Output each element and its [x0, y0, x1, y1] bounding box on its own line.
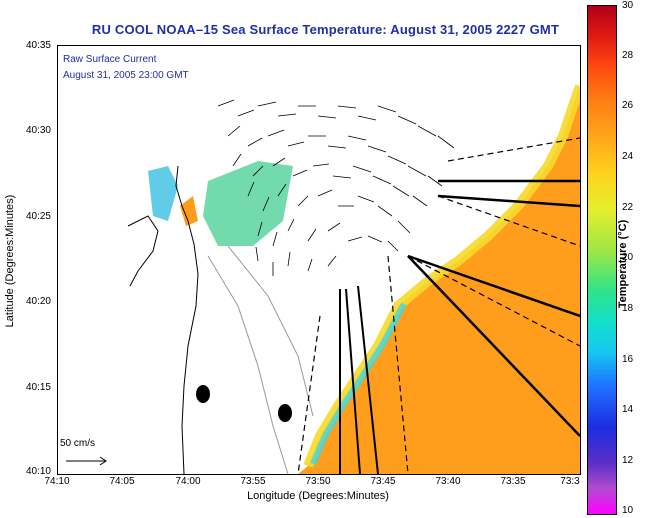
colorbar-tick: 26	[622, 100, 634, 111]
x-tick: 74:05	[109, 476, 135, 487]
colorbar-tick: 14	[622, 404, 634, 415]
station-marker	[278, 404, 292, 422]
bathymetry	[207, 245, 314, 474]
x-axis-label: Longitude (Degrees:Minutes)	[247, 490, 389, 502]
y-tick: 40:10	[25, 466, 51, 477]
current-time: August 31, 2005 23:00 GMT	[63, 70, 189, 81]
sst-coastal-patch-3	[180, 196, 198, 226]
x-tick: 74:00	[175, 476, 201, 487]
scale-label: 50 cm/s	[60, 438, 96, 449]
coastline-inlet	[127, 215, 159, 287]
colorbar-tick: 16	[622, 354, 634, 365]
y-tick: 40:35	[25, 40, 51, 51]
coastline	[175, 165, 199, 474]
x-tick: 73:55	[240, 476, 266, 487]
colorbar-tick: 10	[622, 505, 634, 516]
colorbar-tick: 24	[622, 151, 634, 162]
x-tick: 74:10	[44, 476, 70, 487]
current-label: Raw Surface Current	[63, 54, 157, 65]
x-tick: 73:40	[435, 476, 461, 487]
y-tick: 40:15	[25, 382, 51, 393]
radar-beam-lines	[297, 137, 580, 474]
colorbar-label: Temperature (°C)	[617, 219, 629, 309]
colorbar-tick: 12	[622, 455, 634, 466]
surface-current-arrows	[217, 99, 455, 276]
station-marker	[196, 385, 210, 403]
x-tick: 73:35	[500, 476, 526, 487]
temperature-colorbar	[587, 5, 617, 515]
colorbar-tick: 18	[622, 303, 634, 314]
y-tick: 40:25	[25, 211, 51, 222]
x-tick: 73:3	[560, 476, 580, 487]
y-tick: 40:30	[25, 125, 51, 136]
colorbar-tick: 22	[622, 202, 634, 213]
colorbar-tick: 28	[622, 50, 634, 61]
x-tick: 73:45	[370, 476, 396, 487]
colorbar-tick: 20	[622, 252, 634, 263]
sst-coastal-patch	[203, 161, 293, 246]
map-canvas	[66, 84, 580, 474]
y-axis-label: Latitude (Degrees:Minutes)	[4, 194, 16, 328]
scale-arrow	[66, 456, 107, 466]
sst-coastal-patch-2	[148, 166, 178, 221]
y-tick: 40:20	[25, 296, 51, 307]
map-title: RU COOL NOAA–15 Sea Surface Temperature:…	[91, 22, 560, 37]
x-tick: 73:50	[305, 476, 331, 487]
map-plot-area	[57, 45, 581, 475]
colorbar-tick: 30	[622, 0, 634, 11]
